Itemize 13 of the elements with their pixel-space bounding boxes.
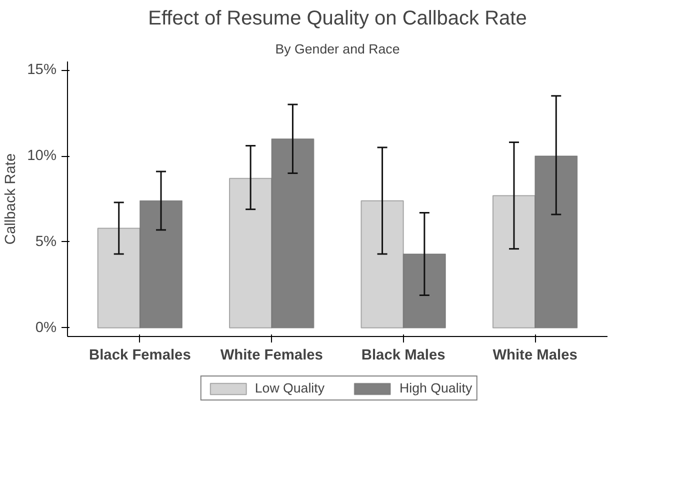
x-tick-label: White Females (220, 348, 323, 364)
chart-title: Effect of Resume Quality on Callback Rate (148, 8, 527, 30)
legend-label: High Quality (400, 380, 472, 396)
y-tick-label: 10% (27, 148, 57, 164)
y-tick-label: 15% (27, 62, 57, 78)
x-tick-label: Black Females (89, 348, 191, 364)
chart-subtitle: By Gender and Race (275, 42, 400, 56)
x-tick-label: White Males (492, 348, 578, 364)
legend-label: Low Quality (254, 380, 325, 396)
y-tick-label: 5% (35, 234, 57, 250)
y-tick-label: 0% (35, 320, 57, 336)
y-axis-title: Callback Rate (3, 153, 20, 245)
x-tick-label: Black Males (361, 348, 446, 364)
